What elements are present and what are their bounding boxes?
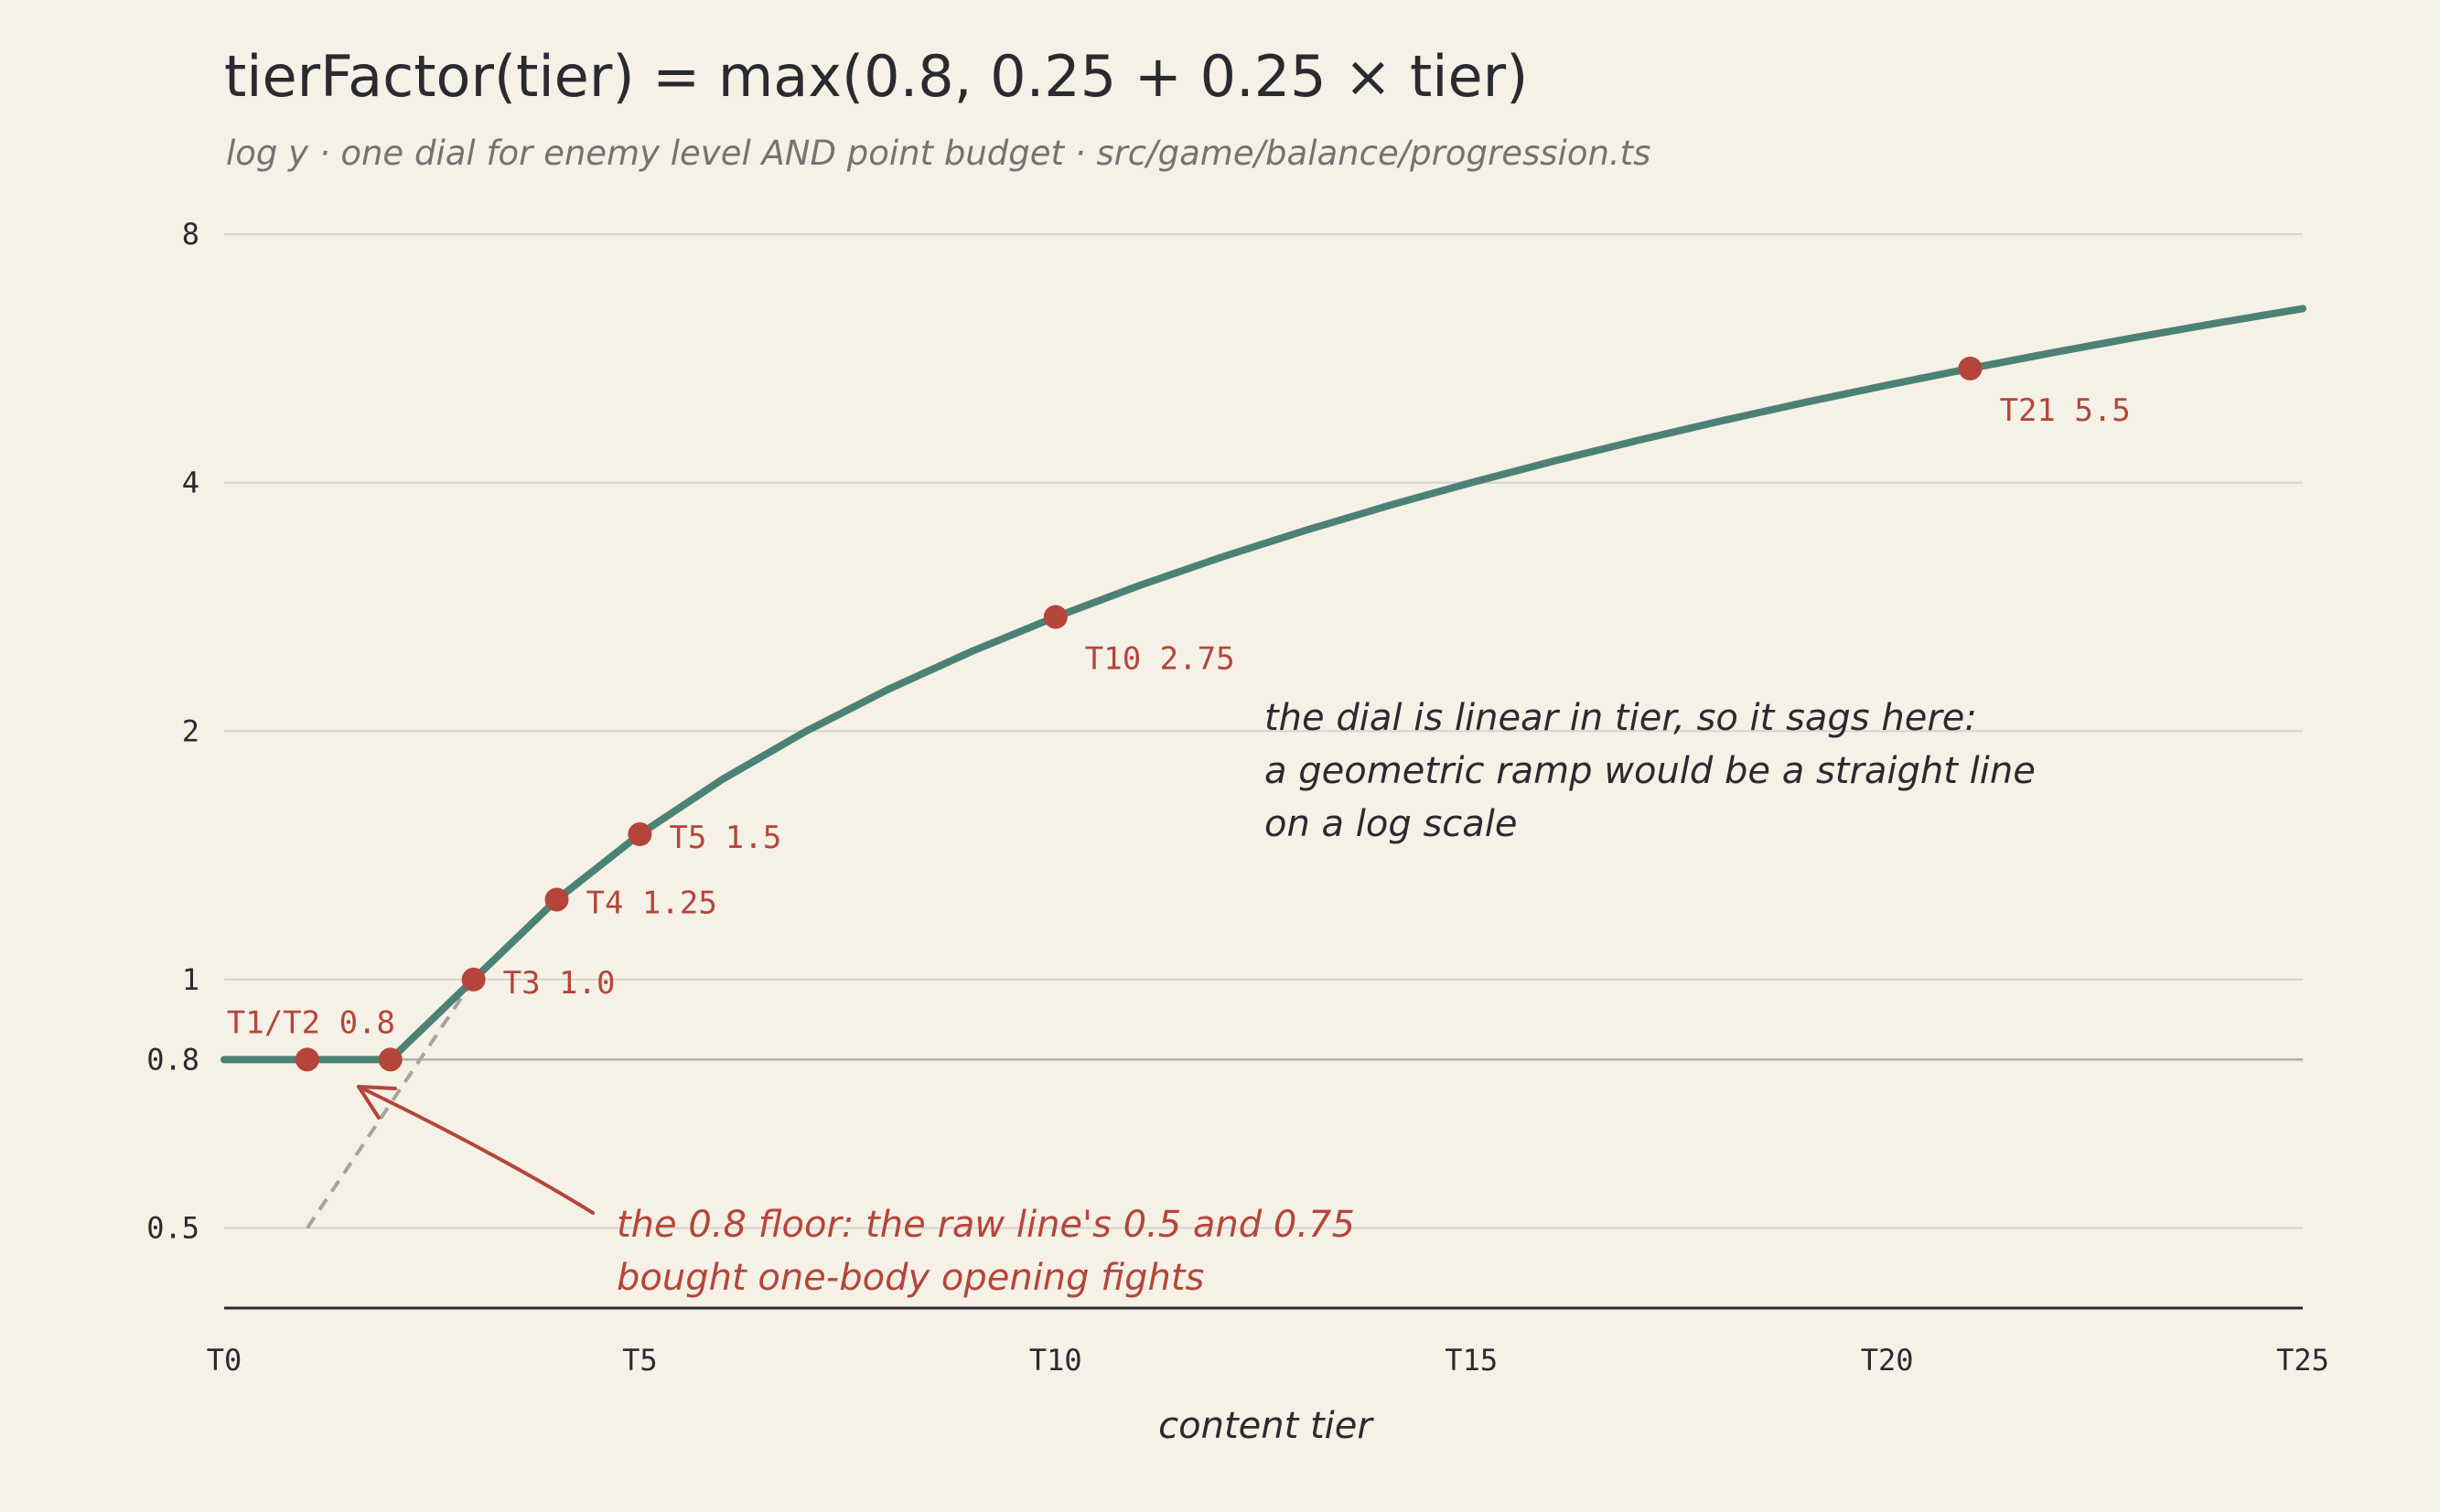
x-tick-label: T10 — [1029, 1343, 1082, 1378]
chart-subtitle: log y · one dial for enemy level AND poi… — [226, 134, 1650, 173]
y-tick-label: 4 — [182, 466, 199, 500]
y-tick-label: 2 — [182, 713, 199, 748]
chart-title: tierFactor(tier) = max(0.8, 0.25 + 0.25 … — [224, 43, 1528, 110]
data-point-label: T21 5.5 — [1999, 392, 2130, 429]
sag-note-line-2: a geometric ramp would be a straight lin… — [1264, 750, 2036, 792]
y-tick-label: 0.8 — [146, 1042, 199, 1077]
data-point — [1958, 356, 1983, 381]
x-tick-label: T25 — [2276, 1343, 2329, 1378]
data-point-label: T3 1.0 — [503, 965, 616, 1002]
highlighted-points: T1/T2 0.8 T3 1.0 T4 1.25 T5 1.5 T10 2.75 T21 … — [227, 356, 2131, 1072]
data-point — [295, 1047, 319, 1072]
data-point — [378, 1047, 403, 1072]
data-point-label: T4 1.25 — [586, 885, 717, 921]
y-tick-label: 0.5 — [146, 1211, 199, 1246]
x-axis-ticks: T0 T5 T10 T15 T20 T25 — [207, 1343, 2329, 1378]
data-point-label: T5 1.5 — [669, 820, 781, 856]
data-point — [544, 887, 569, 912]
x-axis-label: content tier — [1158, 1405, 1374, 1447]
y-axis-ticks: 8 4 2 1 0.8 0.5 — [146, 217, 199, 1246]
data-point — [461, 967, 486, 992]
gridlines — [224, 233, 2303, 1229]
data-point-label: T1/T2 0.8 — [227, 1004, 395, 1041]
floor-note-line-2: bought one-body opening fights — [617, 1257, 1204, 1299]
tier-factor-series-line — [220, 305, 2306, 1064]
raw-line-dashed — [306, 978, 476, 1229]
sag-note-line-1: the dial is linear in tier, so it sags h… — [1264, 697, 1977, 739]
sag-annotation: the dial is linear in tier, so it sags h… — [1264, 697, 2036, 845]
y-tick-label: 8 — [182, 217, 199, 252]
x-tick-label: T5 — [622, 1343, 658, 1378]
floor-arrow-head — [357, 1085, 397, 1120]
x-tick-label: T0 — [207, 1343, 242, 1378]
floor-annotation: the 0.8 floor: the raw line's 0.5 and 0.… — [357, 1085, 1355, 1299]
sag-note-line-3: on a log scale — [1264, 803, 1518, 845]
data-point-label: T10 2.75 — [1085, 640, 1235, 677]
x-tick-label: T20 — [1861, 1343, 1914, 1378]
data-point — [628, 822, 652, 847]
data-point — [1043, 605, 1068, 629]
floor-arrow — [357, 1085, 595, 1215]
y-tick-label: 1 — [182, 962, 199, 997]
x-tick-label: T15 — [1445, 1343, 1498, 1378]
floor-note-line-1: the 0.8 floor: the raw line's 0.5 and 0.… — [617, 1204, 1355, 1246]
